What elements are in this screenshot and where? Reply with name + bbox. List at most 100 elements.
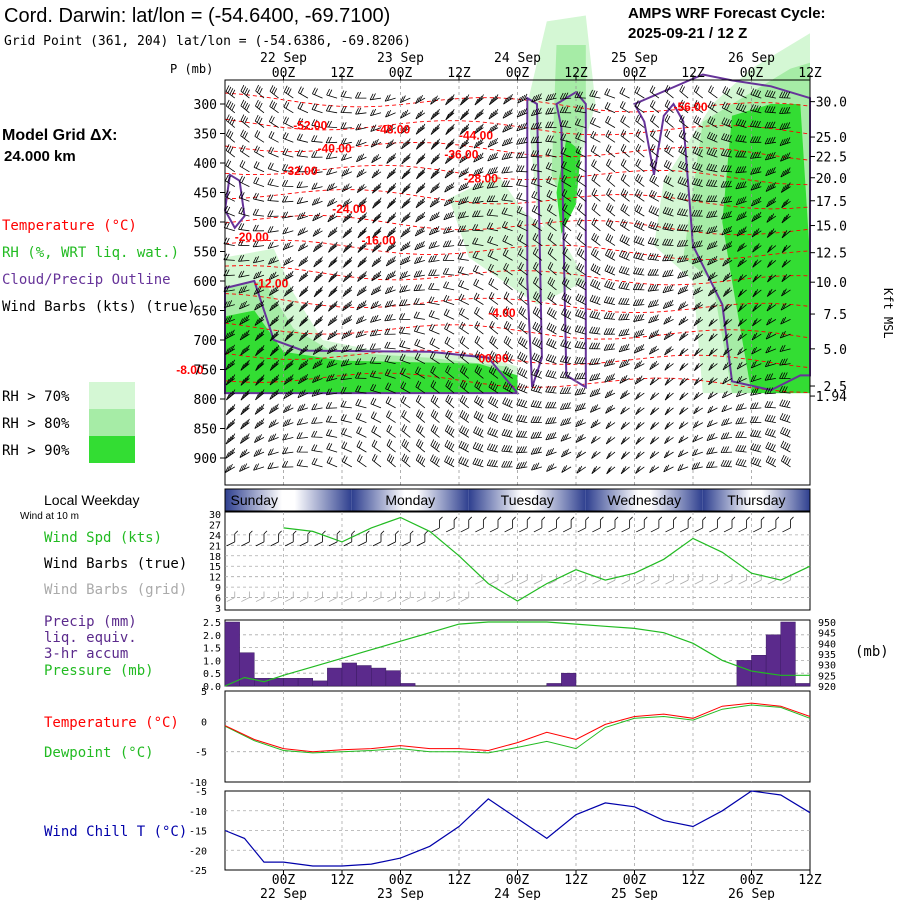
wind-barb	[253, 270, 265, 280]
wind-barb	[311, 430, 323, 438]
wind-barb	[384, 300, 396, 308]
wind-barb-true	[753, 516, 765, 533]
wind-barb	[779, 122, 791, 130]
wind-barb	[576, 174, 587, 187]
wind-barb	[398, 299, 411, 307]
wind-barb	[663, 190, 674, 202]
wind-barb	[764, 428, 777, 438]
wind-barb	[296, 133, 308, 143]
wind-barb	[779, 91, 791, 99]
wind-barb	[311, 182, 323, 190]
wind-barb-grid	[270, 591, 280, 602]
wind-barb	[225, 129, 236, 143]
wind-barb	[486, 459, 499, 468]
wind-barb	[444, 167, 455, 179]
height-tick-label: 7.5	[824, 308, 847, 323]
wind-barb	[442, 267, 455, 276]
wind-barb	[649, 392, 660, 401]
wind-barb-true	[475, 516, 487, 533]
wind-barb	[750, 360, 762, 369]
wind-barb	[501, 460, 513, 468]
wind-barb	[516, 398, 528, 409]
wind-barb	[650, 407, 660, 416]
wind-barb	[386, 410, 396, 423]
wind-barb	[664, 436, 674, 445]
wind-barb	[649, 377, 660, 386]
rh-area-2-0	[225, 310, 518, 394]
wind-barb	[620, 421, 630, 430]
precip-bar	[736, 660, 752, 687]
wind-barb	[723, 333, 733, 342]
wind-barb	[399, 285, 411, 293]
wind-barb	[473, 138, 484, 149]
wind-barb	[473, 152, 484, 163]
wind-barb	[299, 315, 309, 327]
wind-barb-grid	[694, 574, 704, 585]
wind-barb	[721, 133, 733, 143]
wind-barb	[371, 439, 382, 453]
precip-bar	[765, 634, 781, 687]
wind-barb	[370, 124, 382, 132]
wind-barb	[342, 241, 353, 253]
top-time-label: 00Z	[740, 66, 764, 81]
wind-barb	[355, 398, 367, 409]
wind-barb	[415, 123, 426, 135]
wind-barb-true	[562, 516, 575, 533]
wind-barb	[372, 227, 382, 239]
wind-barb	[487, 249, 499, 261]
wind-barb	[545, 135, 557, 143]
wind-barb	[457, 239, 469, 246]
wind-barb	[530, 431, 542, 439]
wind-barb	[283, 285, 294, 297]
wind-barb	[428, 310, 440, 320]
height-tick-label: 20.0	[816, 172, 847, 187]
weekday-band	[468, 489, 586, 511]
wind-barb	[604, 389, 616, 399]
wind-barb	[370, 138, 382, 148]
wind-barb	[750, 166, 762, 175]
rh-swatch-1	[89, 409, 135, 436]
wind-barb	[591, 173, 601, 187]
wind-barb	[591, 202, 601, 217]
wind-barb	[722, 347, 733, 356]
isotherm-label: 00.00	[479, 351, 509, 365]
wind-barb	[722, 287, 733, 297]
wind-barb-grid	[489, 574, 499, 585]
wind-barb	[430, 167, 440, 179]
pressure-tick-label: 940	[818, 639, 836, 650]
wind-barb	[765, 345, 777, 354]
wind-barb	[574, 91, 586, 99]
wind-barb	[751, 228, 762, 238]
isotherm-label: -32.00	[284, 164, 318, 178]
wind-barb	[560, 133, 572, 143]
height-axis-label: Kft MSL	[881, 288, 895, 339]
wind-barb	[590, 248, 601, 261]
pressure-tick-label: 850	[194, 423, 217, 438]
wind-barb	[297, 242, 309, 252]
wind-barb-grid	[621, 574, 631, 585]
wind-barb	[735, 118, 747, 128]
wind-barb	[401, 453, 411, 468]
wind-barb	[239, 160, 250, 173]
wind-barb	[328, 286, 338, 298]
wind-barb	[283, 388, 294, 400]
wind-barb	[268, 419, 279, 429]
wind-barb	[530, 177, 543, 187]
wind-barb	[518, 262, 528, 276]
wind-barb	[649, 144, 660, 158]
wind-barb	[605, 404, 616, 414]
wind-barb	[487, 236, 499, 246]
wind-barb	[632, 298, 645, 306]
height-tick-label: 10.0	[816, 276, 847, 291]
wind-barb	[445, 394, 455, 409]
wind-barb	[255, 99, 265, 114]
wind-barb	[268, 403, 279, 415]
wind-barb	[488, 396, 499, 409]
wind-barb	[679, 99, 689, 114]
wind-barb	[663, 175, 674, 187]
wind-barb	[342, 256, 353, 268]
pressure-tick-label: 800	[194, 393, 217, 408]
wind-barb	[619, 234, 630, 246]
wind-barb	[633, 251, 645, 261]
wind-barb	[282, 241, 294, 251]
